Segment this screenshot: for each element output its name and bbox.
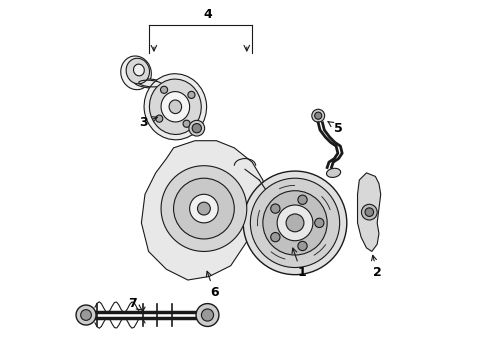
Circle shape xyxy=(76,305,96,325)
Circle shape xyxy=(161,166,247,251)
Ellipse shape xyxy=(149,79,201,134)
PathPatch shape xyxy=(358,173,381,251)
Ellipse shape xyxy=(161,91,190,122)
Text: 2: 2 xyxy=(371,255,382,279)
Circle shape xyxy=(263,191,327,255)
Circle shape xyxy=(161,86,168,93)
Text: 1: 1 xyxy=(292,248,306,279)
Circle shape xyxy=(201,309,214,321)
Circle shape xyxy=(188,91,195,98)
Circle shape xyxy=(286,214,304,232)
Circle shape xyxy=(277,205,313,241)
Circle shape xyxy=(156,115,163,122)
Text: 4: 4 xyxy=(203,9,212,22)
Circle shape xyxy=(362,204,377,220)
Circle shape xyxy=(315,112,322,119)
Text: 7: 7 xyxy=(128,297,142,310)
Circle shape xyxy=(270,204,280,213)
Circle shape xyxy=(183,120,190,127)
Circle shape xyxy=(173,178,234,239)
Circle shape xyxy=(196,303,219,327)
Circle shape xyxy=(312,109,325,122)
Ellipse shape xyxy=(326,168,341,177)
Ellipse shape xyxy=(144,74,207,140)
Circle shape xyxy=(250,178,340,267)
Circle shape xyxy=(298,195,307,204)
Circle shape xyxy=(315,218,324,228)
Circle shape xyxy=(81,310,92,320)
Circle shape xyxy=(197,202,210,215)
PathPatch shape xyxy=(142,141,267,280)
Text: 6: 6 xyxy=(206,271,219,299)
Text: 5: 5 xyxy=(328,122,342,135)
Circle shape xyxy=(192,123,201,133)
Ellipse shape xyxy=(134,79,166,88)
Ellipse shape xyxy=(126,58,149,84)
Circle shape xyxy=(243,171,347,275)
Text: 3: 3 xyxy=(139,116,157,129)
Ellipse shape xyxy=(133,64,144,76)
Circle shape xyxy=(270,233,280,242)
Circle shape xyxy=(190,194,218,223)
Circle shape xyxy=(365,208,373,216)
Ellipse shape xyxy=(169,100,182,113)
Circle shape xyxy=(298,241,307,251)
Circle shape xyxy=(189,120,205,136)
Ellipse shape xyxy=(121,56,151,90)
